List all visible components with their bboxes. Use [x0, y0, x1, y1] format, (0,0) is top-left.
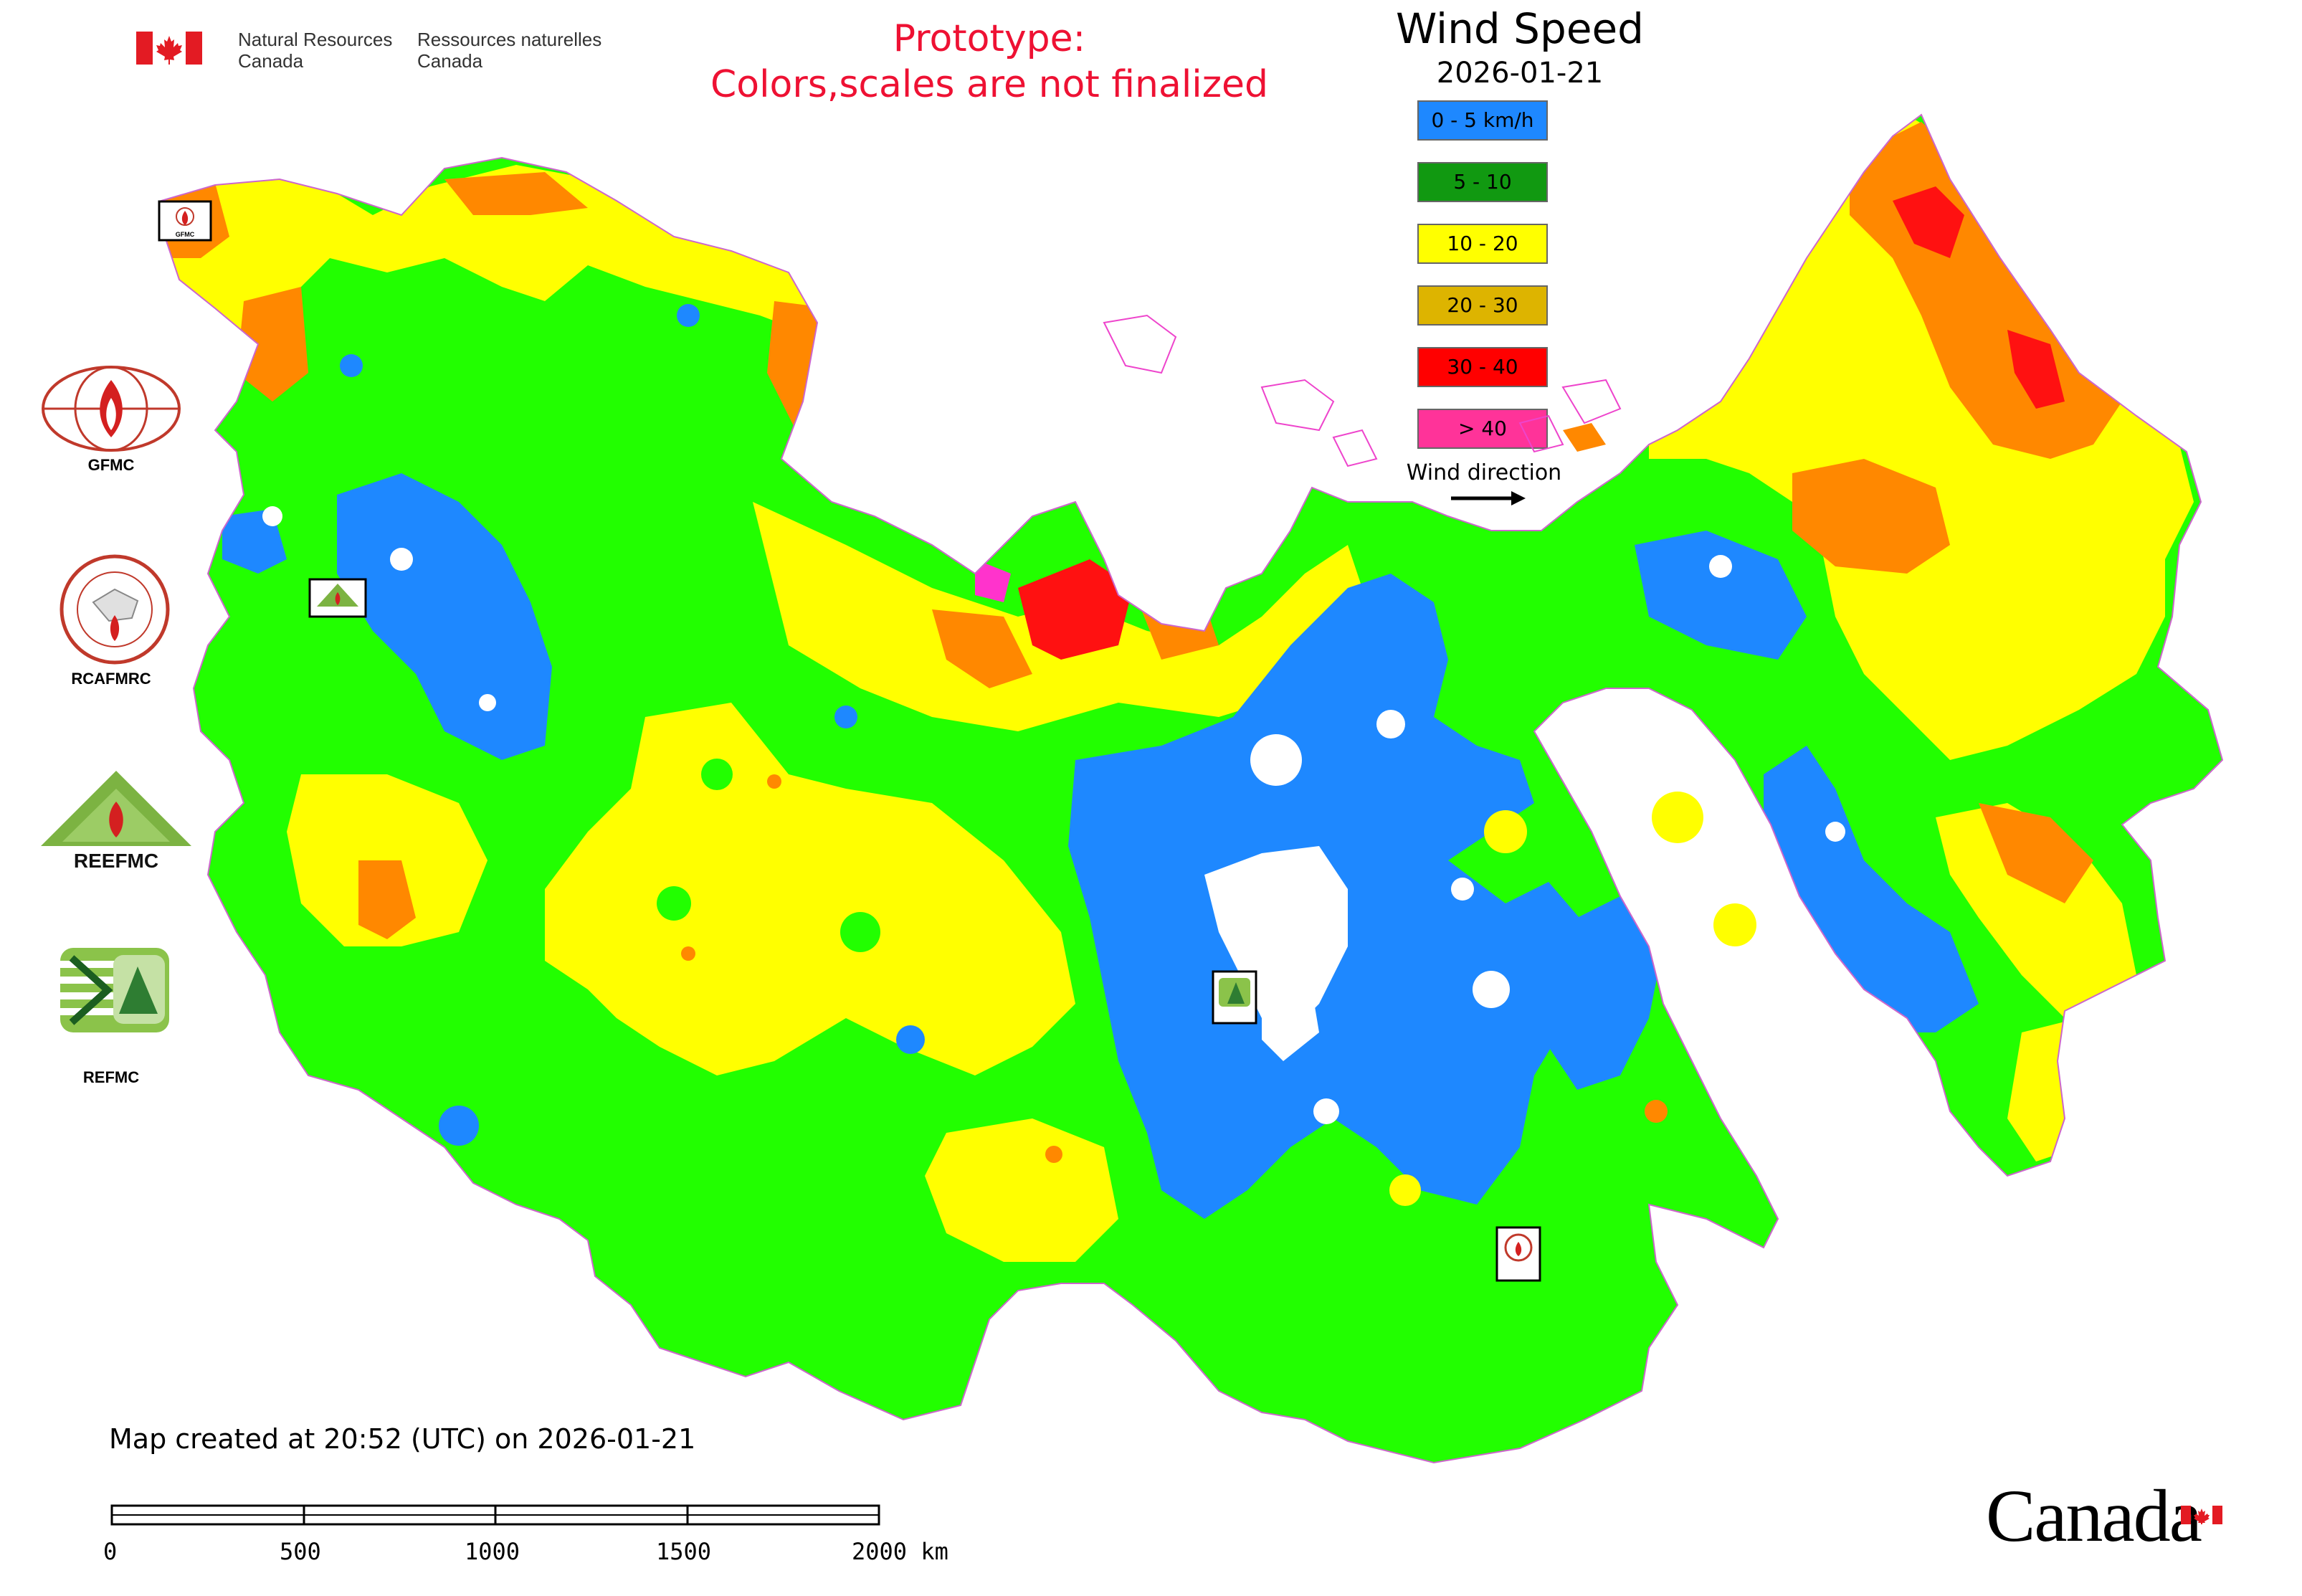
nrcan-signature: Natural Resources Canada Ressources natu…	[136, 29, 601, 72]
legend-item-20-30: 20 - 30	[1417, 285, 1548, 326]
site-marker-reefmc	[308, 578, 367, 618]
reefmc-logo-icon: REEFMC	[41, 771, 191, 872]
site-marker-rcafmrc	[1495, 1226, 1541, 1282]
legend-item-over-40: > 40	[1417, 409, 1548, 449]
prototype-line-1: Prototype:	[893, 17, 1086, 60]
org-label-refmc: REFMC	[82, 1068, 140, 1086]
gfmc-logo-icon	[42, 366, 181, 452]
scale-tick-500: 500	[280, 1538, 321, 1565]
agency-name-fr: Ressources naturelles Canada	[417, 29, 602, 72]
site-marker-gfmc: GFMC	[158, 200, 212, 242]
wind-direction-label: Wind direction	[1406, 460, 1562, 485]
svg-text:REEFMC: REEFMC	[74, 850, 158, 872]
legend-item-5-10: 5 - 10	[1417, 162, 1548, 202]
canada-wordmark: Canada	[1986, 1475, 2202, 1557]
map-spots	[262, 304, 1845, 1206]
legend-item-30-40: 30 - 40	[1417, 347, 1548, 387]
prototype-line-2: Colors,scales are not finalized	[710, 63, 1269, 106]
svg-text:GFMC: GFMC	[176, 231, 195, 238]
legend-date: 2026-01-21	[1436, 57, 1604, 90]
prototype-notice: Prototype: Colors,scales are not finaliz…	[617, 16, 1362, 108]
scale-bar	[110, 1504, 880, 1526]
org-label-rcafmrc: RCAFMRC	[71, 670, 151, 688]
scale-tick-2000: 2000 km	[852, 1538, 948, 1565]
rcafmrc-logo-icon	[60, 554, 170, 665]
scale-tick-1000: 1000	[465, 1538, 520, 1565]
refmc-logo-icon	[60, 948, 169, 1032]
agency-name-en: Natural Resources Canada	[238, 29, 393, 72]
scale-tick-1500: 1500	[656, 1538, 712, 1565]
legend-item-10-20: 10 - 20	[1417, 224, 1548, 264]
map-created-timestamp: Map created at 20:52 (UTC) on 2026-01-21	[109, 1423, 696, 1455]
scale-tick-0: 0	[103, 1538, 118, 1565]
site-marker-refmc	[1212, 970, 1257, 1025]
org-label-gfmc: GFMC	[87, 456, 135, 474]
wordmark-flag-icon	[2181, 1506, 2222, 1524]
legend-title: Wind Speed	[1395, 4, 1645, 53]
wind-direction-arrow-icon	[1451, 491, 1526, 505]
legend-item-0-5: 0 - 5 km/h	[1417, 100, 1548, 141]
canada-flag-icon	[136, 32, 202, 65]
